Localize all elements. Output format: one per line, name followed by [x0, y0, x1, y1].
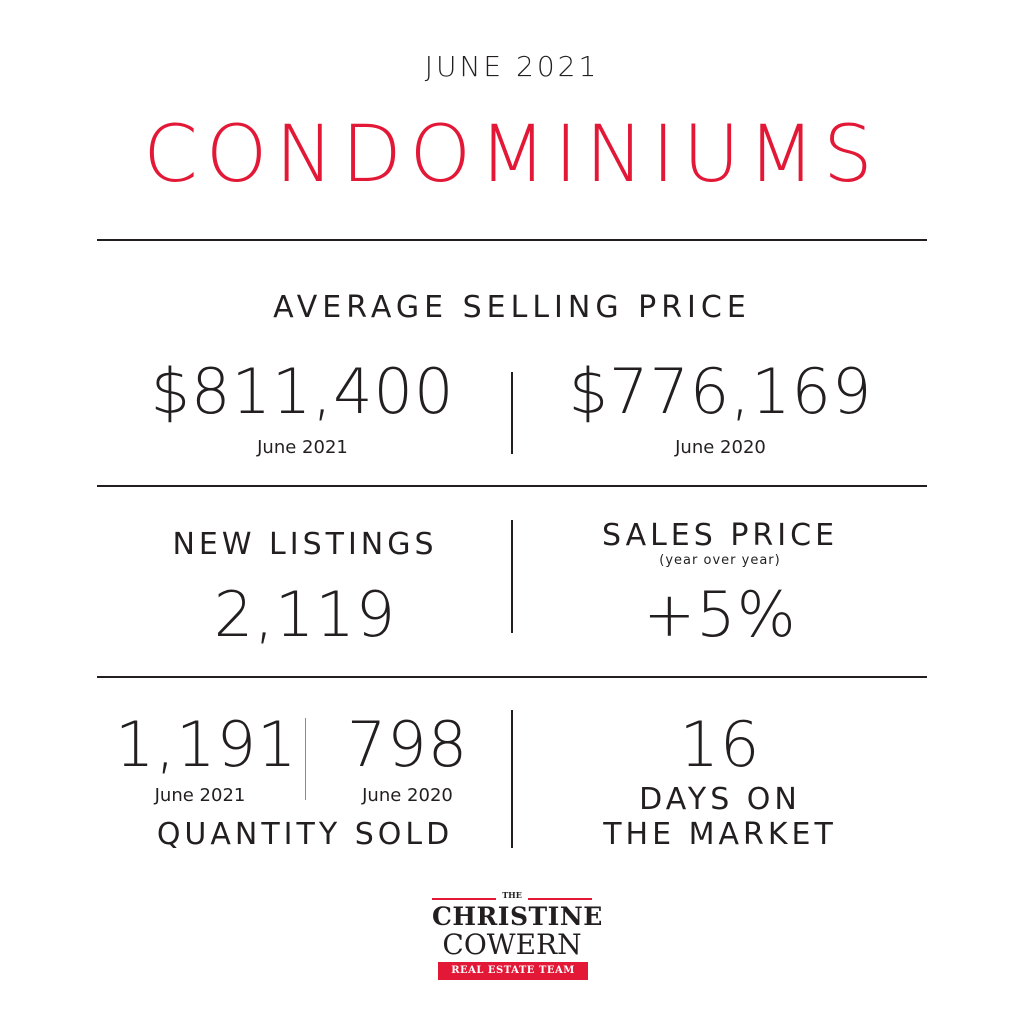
- days-on-market-label-line2: THE MARKET: [603, 817, 837, 852]
- divider-top: [97, 239, 927, 241]
- logo-rule-left: [432, 898, 496, 900]
- logo-rule-right: [528, 898, 592, 900]
- asp-previous-value: $776,169: [568, 355, 873, 428]
- qty-current-period: June 2021: [154, 785, 246, 806]
- divider-middle: [97, 485, 927, 487]
- qty-previous-period: June 2020: [362, 785, 453, 806]
- divider-bottom: [97, 676, 927, 678]
- bottom-column-divider: [511, 710, 513, 848]
- quantity-sold-label: QUANTITY SOLD: [156, 817, 454, 852]
- brand-logo: THE CHRISTINE COWERN REAL ESTATE TEAM: [432, 890, 603, 990]
- asp-current-period: June 2021: [257, 437, 348, 458]
- qty-previous-value: 798: [346, 708, 469, 781]
- asp-current-value: $811,400: [150, 355, 455, 428]
- page-title: CONDOMINIUMS: [143, 110, 881, 200]
- days-on-market-label-line1: DAYS ON: [639, 782, 801, 817]
- sales-price-sublabel: (year over year): [659, 553, 781, 568]
- logo-name-line1: CHRISTINE: [432, 902, 603, 931]
- qty-current-value: 1,191: [115, 708, 298, 781]
- sales-price-value: +5%: [643, 578, 797, 651]
- asp-previous-period: June 2020: [675, 437, 766, 458]
- logo-tagline: REAL ESTATE TEAM: [438, 962, 588, 980]
- listings-column-divider: [511, 520, 513, 633]
- logo-the: THE: [502, 890, 522, 900]
- average-selling-price-label: AVERAGE SELLING PRICE: [273, 290, 751, 325]
- report-month: JUNE 2021: [424, 50, 600, 83]
- new-listings-label: NEW LISTINGS: [172, 527, 438, 562]
- new-listings-value: 2,119: [213, 578, 397, 651]
- asp-column-divider: [511, 372, 513, 454]
- sales-price-label: SALES PRICE: [601, 518, 839, 553]
- qty-column-divider: [305, 718, 306, 800]
- days-on-market-value: 16: [679, 708, 761, 781]
- logo-name-line2: COWERN: [442, 928, 582, 961]
